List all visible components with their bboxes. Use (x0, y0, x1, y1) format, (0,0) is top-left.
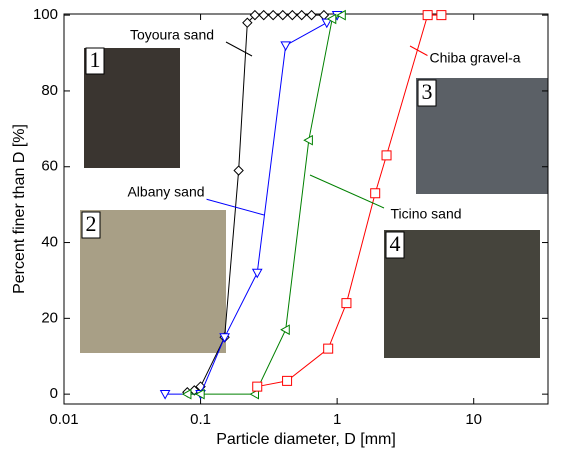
label-leader (226, 42, 252, 56)
y-tick-label: 60 (41, 158, 58, 175)
x-tick-label: 1 (333, 411, 341, 428)
series-label: Toyoura sand (130, 27, 214, 43)
marker (382, 151, 391, 160)
marker (281, 325, 289, 334)
marker (281, 42, 290, 50)
marker (278, 11, 287, 20)
x-tick-label: 0.1 (190, 411, 211, 428)
chart: Particle diameter, D [mm] Percent finer … (0, 0, 566, 457)
marker (423, 11, 432, 20)
marker (253, 382, 262, 391)
y-tick-label: 100 (33, 6, 58, 23)
photo (384, 230, 540, 358)
y-tick-label: 80 (41, 82, 58, 99)
marker (253, 269, 262, 277)
series-label: Ticino sand (390, 206, 461, 222)
photos (80, 48, 548, 358)
y-tick-label: 40 (41, 234, 58, 251)
marker (324, 344, 333, 353)
photo-label: 2 (86, 211, 97, 236)
marker (307, 11, 316, 20)
y-tick-label: 20 (41, 309, 58, 326)
marker (234, 166, 243, 175)
marker (342, 299, 351, 308)
x-tick-label: 10 (465, 411, 482, 428)
marker (371, 189, 380, 198)
series-label: Albany sand (127, 184, 204, 200)
marker (269, 11, 278, 20)
x-tick-label: 0.01 (49, 411, 78, 428)
photo (80, 210, 226, 353)
marker (319, 11, 328, 20)
marker (259, 11, 268, 20)
x-axis-title: Particle diameter, D [mm] (216, 431, 396, 448)
marker (288, 11, 297, 20)
photo-label: 1 (90, 47, 101, 72)
y-axis-title: Percent finer than D [%] (11, 124, 28, 294)
marker (283, 376, 292, 385)
y-tick-label: 0 (50, 385, 58, 402)
photo-label: 3 (422, 79, 433, 104)
photo-label: 4 (390, 231, 401, 256)
marker (437, 11, 446, 20)
series-label: Chiba gravel-a (429, 50, 520, 66)
marker (297, 11, 306, 20)
